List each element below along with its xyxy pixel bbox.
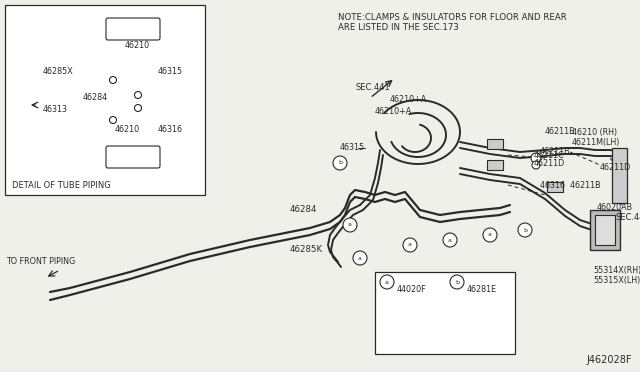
Text: 46211B: 46211B: [545, 128, 575, 137]
Circle shape: [532, 161, 540, 169]
Text: 46211M(LH): 46211M(LH): [572, 138, 620, 147]
Circle shape: [109, 77, 116, 83]
Text: 46284: 46284: [290, 205, 317, 215]
Text: b: b: [455, 279, 459, 285]
Text: 46316: 46316: [158, 125, 183, 135]
Circle shape: [134, 92, 141, 99]
Text: 46313: 46313: [43, 106, 68, 115]
Text: TO FRONT PIPING: TO FRONT PIPING: [6, 257, 76, 266]
Bar: [612, 148, 627, 203]
Text: SEC.441: SEC.441: [355, 83, 390, 93]
Text: 46210: 46210: [125, 41, 150, 49]
Text: 46210 (RH): 46210 (RH): [572, 128, 617, 137]
Text: 46020AB: 46020AB: [597, 203, 633, 212]
Circle shape: [353, 251, 367, 265]
Text: 46211D: 46211D: [600, 164, 631, 173]
Text: a: a: [448, 237, 452, 243]
Text: b: b: [523, 228, 527, 232]
Text: 46210: 46210: [115, 125, 140, 135]
Bar: [487, 139, 503, 149]
Text: 55314X(RH): 55314X(RH): [593, 266, 640, 275]
Circle shape: [380, 275, 394, 289]
Circle shape: [483, 228, 497, 242]
Text: 46281E: 46281E: [467, 285, 497, 295]
Circle shape: [333, 156, 347, 170]
Bar: [595, 215, 615, 245]
Bar: [375, 272, 515, 354]
Text: 46211B: 46211B: [540, 148, 571, 157]
Circle shape: [343, 218, 357, 232]
Text: 46316  46211B: 46316 46211B: [540, 180, 600, 189]
Text: a: a: [488, 232, 492, 237]
Text: a: a: [348, 222, 352, 228]
Text: ARE LISTED IN THE SEC.173: ARE LISTED IN THE SEC.173: [338, 23, 459, 32]
Text: 46284: 46284: [83, 93, 108, 103]
Text: b: b: [338, 160, 342, 166]
Bar: [590, 210, 620, 250]
Text: J462028F: J462028F: [586, 355, 632, 365]
Text: a: a: [358, 256, 362, 260]
Text: 46315: 46315: [158, 67, 183, 77]
Circle shape: [403, 238, 417, 252]
Text: NOTE:CLAMPS & INSULATORS FOR FLOOR AND REAR: NOTE:CLAMPS & INSULATORS FOR FLOOR AND R…: [338, 13, 567, 22]
Text: 46210+A: 46210+A: [390, 96, 428, 105]
Text: 46285K: 46285K: [290, 246, 323, 254]
Bar: [547, 182, 563, 192]
Circle shape: [443, 233, 457, 247]
Bar: [5, 5, 205, 195]
FancyBboxPatch shape: [106, 146, 160, 168]
Text: 46211D: 46211D: [534, 160, 565, 169]
Text: 46315: 46315: [340, 144, 365, 153]
Bar: [487, 160, 503, 170]
Circle shape: [450, 275, 464, 289]
Text: DETAIL OF TUBE PIPING: DETAIL OF TUBE PIPING: [12, 180, 111, 189]
FancyBboxPatch shape: [106, 18, 160, 40]
Text: a: a: [408, 243, 412, 247]
Text: 46285X: 46285X: [43, 67, 74, 77]
Circle shape: [134, 105, 141, 112]
Circle shape: [518, 223, 532, 237]
Text: a: a: [385, 279, 389, 285]
Text: 44020F: 44020F: [397, 285, 427, 295]
Text: 46210+A: 46210+A: [375, 108, 412, 116]
Text: 46211C: 46211C: [534, 151, 564, 160]
Circle shape: [109, 116, 116, 124]
Text: 55315X(LH): 55315X(LH): [593, 276, 640, 285]
Text: SEC.441: SEC.441: [615, 214, 640, 222]
Circle shape: [531, 153, 541, 163]
